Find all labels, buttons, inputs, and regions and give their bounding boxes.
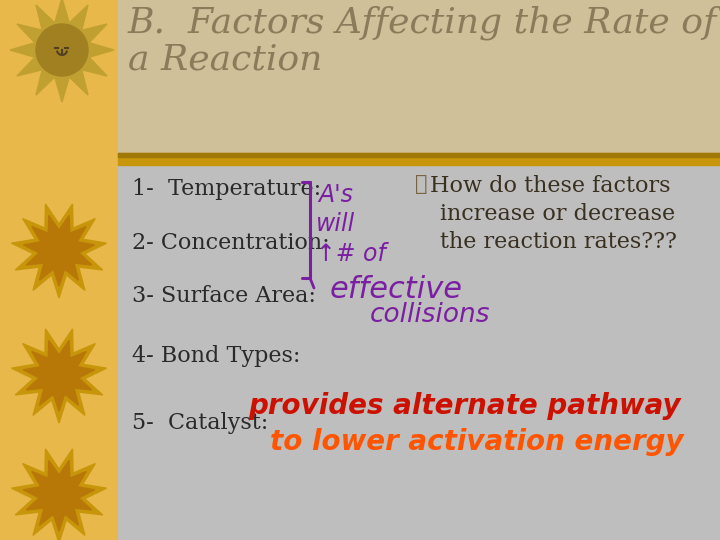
Polygon shape — [23, 461, 94, 531]
Polygon shape — [12, 449, 107, 540]
Text: A's: A's — [318, 183, 353, 207]
Text: ★: ★ — [415, 175, 428, 194]
Bar — [118, 153, 720, 157]
Bar — [118, 155, 720, 540]
Text: the reaction rates???: the reaction rates??? — [440, 231, 677, 253]
Text: 3- Surface Area:: 3- Surface Area: — [132, 285, 316, 307]
Text: 4- Bond Types:: 4- Bond Types: — [132, 345, 300, 367]
Text: 1-  Temperature:: 1- Temperature: — [132, 178, 321, 200]
Polygon shape — [12, 329, 107, 423]
Text: a Reaction: a Reaction — [128, 43, 323, 77]
Polygon shape — [23, 215, 94, 286]
Text: collisions: collisions — [370, 302, 490, 328]
Polygon shape — [23, 340, 94, 411]
Text: provides alternate pathway: provides alternate pathway — [248, 392, 680, 420]
Polygon shape — [10, 0, 114, 102]
Circle shape — [36, 24, 88, 76]
Text: B.  Factors Affecting the Rate of: B. Factors Affecting the Rate of — [128, 5, 717, 39]
Bar — [118, 0, 720, 155]
Text: 5-  Catalyst:: 5- Catalyst: — [132, 412, 269, 434]
Bar — [118, 153, 720, 165]
Text: ↑# of: ↑# of — [316, 242, 386, 266]
Text: to lower activation energy: to lower activation energy — [270, 428, 683, 456]
Text: will: will — [316, 212, 355, 236]
Text: 2- Concentration:: 2- Concentration: — [132, 232, 330, 254]
Text: increase or decrease: increase or decrease — [440, 203, 675, 225]
Bar — [0, 0, 118, 540]
Text: How do these factors: How do these factors — [430, 175, 670, 197]
Text: effective: effective — [330, 275, 463, 304]
Polygon shape — [12, 204, 107, 298]
